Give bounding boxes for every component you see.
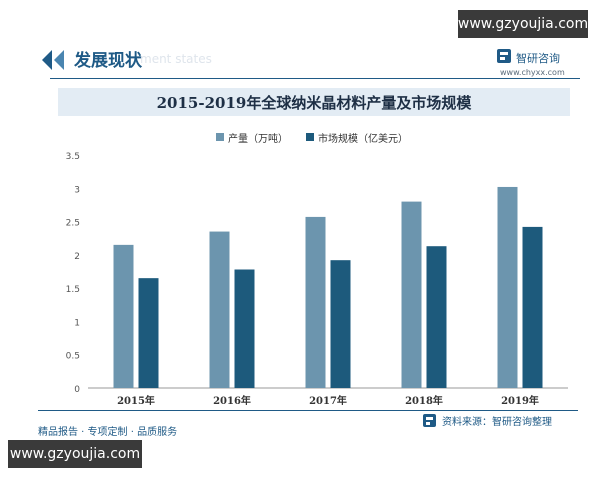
y-tick-label: 1 [74,318,80,328]
x-tick-label: 2015年 [117,394,155,407]
bar-market [138,278,159,388]
legend-swatch-market [306,133,314,141]
x-tick-label: 2019年 [501,394,539,407]
watermark-banner-top: www.gzyoujia.com [458,10,588,38]
legend-swatch-production [216,133,224,141]
x-tick-label: 2017年 [309,394,347,407]
bar-production [209,231,230,388]
section-title: 发展现状 [74,51,142,71]
chart-title-band [58,88,570,116]
bar-production [401,201,422,388]
y-tick-label: 0 [74,385,80,395]
y-tick-label: 3.5 [66,152,80,162]
bar-production [113,244,134,388]
y-tick-label: 2 [74,252,80,262]
y-tick-label: 0.5 [66,352,80,362]
footer-divider [38,410,578,411]
watermark-banner-bottom: www.gzyoujia.com [8,440,142,468]
bar-market [522,226,543,388]
y-tick-label: 1.5 [66,285,80,295]
footer-slogan: 精品报告 · 专项定制 · 品质服务 [38,427,178,438]
bar-market [330,260,351,388]
bar-chart: 0 0.5 1 1.5 2 2.5 3 3.5 2015年 2016年 2017年 2018年 2019… [66,152,568,407]
legend-label-market: 市场规模（亿美元） [318,134,408,145]
arrow-logo-icon [42,50,64,70]
x-tick-label: 2016年 [213,394,251,407]
brand-url: www.chyxx.com [500,68,565,77]
bar-production [305,216,326,388]
brand-name: 智研咨询 [516,52,560,65]
x-tick-label: 2018年 [405,394,443,407]
bar-market [426,246,447,388]
report-card: 发展现状 ment states 智研咨询 www.chyxx.com 2015… [20,38,580,440]
source-logo-icon [423,414,436,427]
bar-production [497,186,518,388]
y-tick-label: 2.5 [66,219,80,229]
section-title-en: ment states [140,52,212,66]
chart-title: 2015-2019年全球纳米晶材料产量及市场规模 [156,94,472,112]
legend-label-production: 产量（万吨） [228,134,288,145]
card-header: 发展现状 ment states 智研咨询 www.chyxx.com [20,38,580,82]
brand-logo-icon [497,49,511,63]
bar-market [234,269,255,388]
y-tick-label: 3 [74,185,80,195]
source-label: 资料来源：智研咨询整理 [442,417,552,428]
header-divider [50,78,580,79]
